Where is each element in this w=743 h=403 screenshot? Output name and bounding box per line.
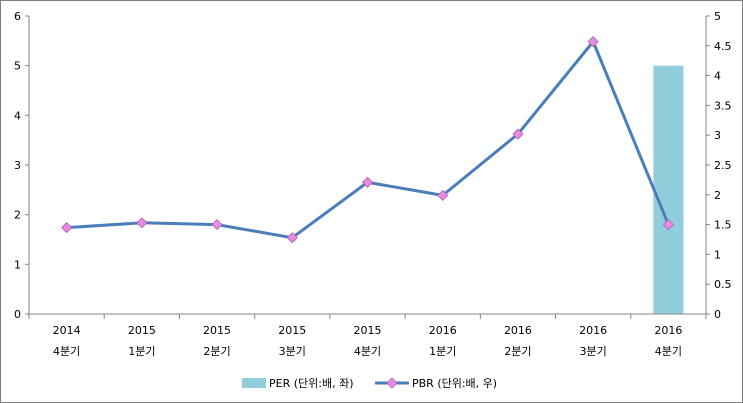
pbr-point bbox=[61, 222, 73, 234]
left-axis-tick-label: 5 bbox=[14, 60, 21, 73]
right-axis-tick-label: 1 bbox=[714, 248, 721, 261]
right-axis-tick-label: 0.5 bbox=[714, 278, 732, 291]
legend-per-swatch bbox=[242, 378, 266, 388]
pbr-point bbox=[662, 219, 674, 231]
x-axis-year-label: 2015 bbox=[203, 324, 231, 337]
x-axis-quarter-label: 2분기 bbox=[504, 345, 531, 358]
right-axis-tick-label: 2 bbox=[714, 189, 721, 202]
x-axis-quarter-label: 3분기 bbox=[279, 345, 306, 358]
pbr-point bbox=[211, 219, 223, 231]
pbr-line bbox=[66, 40, 670, 240]
pbr-point bbox=[361, 176, 374, 188]
legend-per-label: PER (단위:배, 좌) bbox=[269, 377, 354, 390]
x-axis-quarter-label: 3분기 bbox=[580, 345, 607, 358]
legend-pbr-label: PBR (단위:배, 우) bbox=[412, 377, 497, 390]
right-axis-tick-label: 1.5 bbox=[714, 219, 732, 232]
pbr-point bbox=[136, 217, 148, 229]
x-axis-year-label: 2015 bbox=[128, 324, 156, 337]
left-axis-tick-label: 0 bbox=[14, 308, 21, 321]
left-axis-tick-label: 2 bbox=[14, 209, 21, 222]
x-axis-year-label: 2016 bbox=[429, 324, 457, 337]
x-axis-quarter-label: 4분기 bbox=[354, 345, 381, 358]
pbr-point bbox=[512, 128, 524, 140]
x-axis-quarter-label: 1분기 bbox=[128, 345, 155, 358]
x-axis-year-label: 2015 bbox=[278, 324, 306, 337]
right-axis-tick-label: 4 bbox=[714, 70, 721, 83]
right-axis-tick-label: 3 bbox=[714, 129, 721, 142]
left-axis-tick-label: 6 bbox=[14, 10, 21, 23]
pbr-point bbox=[437, 189, 449, 201]
x-axis-year-label: 2015 bbox=[354, 324, 382, 337]
pbr-point bbox=[286, 232, 298, 244]
right-axis-tick-label: 2.5 bbox=[714, 159, 732, 172]
left-axis-tick-label: 4 bbox=[14, 109, 21, 122]
x-axis-year-label: 2016 bbox=[504, 324, 532, 337]
x-axis-year-label: 2016 bbox=[654, 324, 682, 337]
left-axis-tick-label: 1 bbox=[14, 258, 21, 271]
x-axis-year-label: 2014 bbox=[53, 324, 81, 337]
right-axis-tick-label: 3.5 bbox=[714, 99, 732, 112]
right-axis-tick-label: 4.5 bbox=[714, 40, 732, 53]
x-axis-quarter-label: 4분기 bbox=[53, 345, 80, 358]
x-axis-year-label: 2016 bbox=[579, 324, 607, 337]
x-axis-quarter-label: 2분기 bbox=[203, 345, 230, 358]
right-axis-tick-label: 5 bbox=[714, 10, 721, 23]
legend-pbr-marker bbox=[386, 377, 398, 389]
x-axis-quarter-label: 4분기 bbox=[655, 345, 682, 358]
left-axis-tick-label: 3 bbox=[14, 159, 21, 172]
right-axis-tick-label: 0 bbox=[714, 308, 721, 321]
pbr-point bbox=[587, 36, 599, 48]
x-axis-quarter-label: 1분기 bbox=[429, 345, 456, 358]
per-bar bbox=[653, 65, 684, 315]
